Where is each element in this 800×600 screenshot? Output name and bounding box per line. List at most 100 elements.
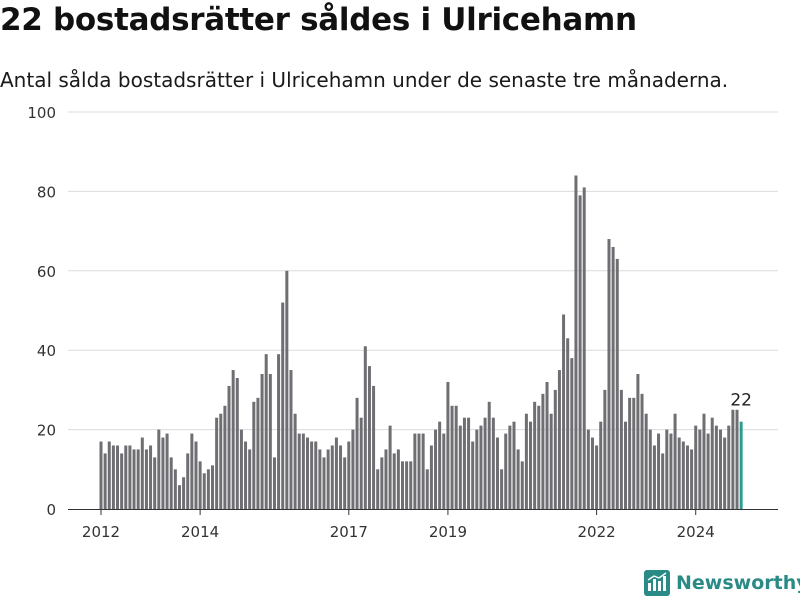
bar [624,421,628,509]
bar [731,409,735,509]
x-tick-label: 2014 [181,523,219,541]
bar [599,421,603,509]
bar [413,433,417,509]
bar [306,437,309,509]
bar [652,445,656,509]
bar [553,389,557,509]
y-tick-label: 20 [37,422,56,440]
bar [483,417,487,509]
bar [124,445,128,509]
bar [454,405,458,509]
bar [446,381,450,509]
bar [479,425,483,509]
bar [475,429,479,509]
grid-lines [68,111,778,431]
bar [301,433,305,509]
y-tick-label: 60 [37,263,56,281]
bar [533,401,537,509]
bar [339,445,343,509]
bar [417,433,421,509]
bar [429,445,433,509]
bar [578,195,582,509]
bar [537,405,541,509]
bar [619,389,623,509]
data-label: 22 [730,391,752,411]
bar [677,437,681,509]
bar [264,354,268,509]
bar [268,374,272,509]
bar [128,445,132,509]
bar [244,441,248,509]
bar [107,441,111,509]
bar [367,366,371,509]
bar [644,413,648,509]
bar [219,413,223,509]
bar [231,370,235,509]
bar [665,429,669,509]
bar [111,445,115,509]
bar [177,485,181,509]
bar [529,421,533,509]
bar [632,397,636,509]
bar [239,429,243,509]
bar [710,417,714,509]
bar [442,433,446,509]
bar [260,374,264,509]
bar [376,469,380,509]
bar [603,389,607,509]
page-subtitle: Antal sålda bostadsrätter i Ulricehamn u… [0,68,729,92]
bar [334,437,338,509]
bar [640,393,644,509]
bar [103,453,107,509]
bar [285,270,289,509]
bar [458,425,462,509]
bar [570,358,574,509]
bar [202,473,206,509]
bar [698,429,702,509]
bar [277,354,281,509]
bar [628,397,632,509]
bar [500,469,504,509]
bar [136,449,140,509]
bar [211,465,215,509]
bar [281,302,285,509]
bar [714,425,718,509]
bar [392,453,396,509]
bar [421,433,425,509]
bar [516,449,520,509]
bar [310,441,314,509]
bar [735,409,739,509]
bar [149,445,153,509]
bar [380,457,384,509]
bar [719,429,722,509]
bar [169,457,173,509]
bar [727,425,731,509]
bar [322,457,326,509]
bar-highlight [739,421,743,509]
bar [400,461,404,509]
bar [173,469,177,509]
bar [520,461,524,509]
bar [582,187,586,509]
y-tick-label: 80 [37,183,56,201]
bar [545,381,549,509]
bar [153,457,157,509]
bar [132,449,136,509]
x-axis: 2012 2014 2017 2019 2022 2024 [68,509,778,541]
bar [198,461,202,509]
bar [685,445,689,509]
bar [661,453,665,509]
bar [351,429,355,509]
bar [706,433,710,509]
bar [574,175,578,509]
bar [343,457,347,509]
y-tick-label: 0 [46,501,56,519]
bar [541,393,545,509]
y-tick-label: 40 [37,342,56,360]
bar [648,429,652,509]
bar [669,433,673,509]
bar [99,441,103,509]
bar [355,397,359,509]
bar [425,469,429,509]
